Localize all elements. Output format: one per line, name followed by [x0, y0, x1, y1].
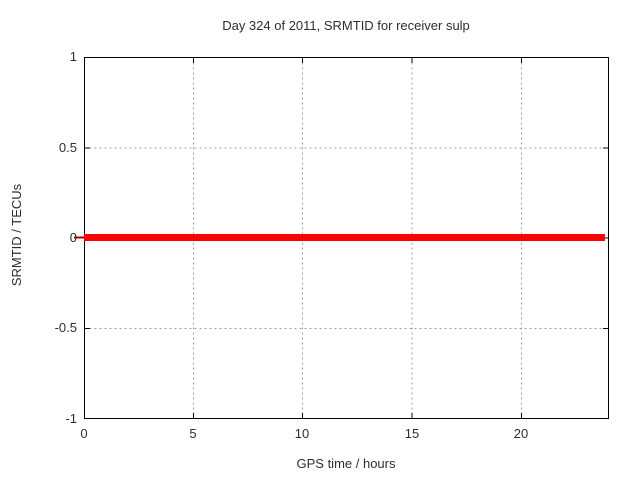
- y-tick-label-neg1: -1: [65, 411, 77, 426]
- x-axis-label: GPS time / hours: [296, 456, 396, 471]
- x-tick-label-20: 20: [513, 426, 529, 441]
- y-tick-label-neg0_5: -0.5: [54, 320, 77, 335]
- y-tick-label-0_5: 0.5: [58, 140, 77, 155]
- y-axis-label: SRMTID / TECUs: [9, 183, 24, 287]
- x-tick-label-10: 10: [294, 426, 310, 441]
- chart-title: Day 324 of 2011, SRMTID for receiver sul…: [222, 18, 470, 33]
- grid-horizontal-lines: [84, 147, 609, 329]
- x-tick-label-0: 0: [80, 426, 88, 441]
- axis-tick-marks: [84, 57, 609, 419]
- x-tick-label-5: 5: [189, 426, 197, 441]
- x-tick-label-15: 15: [404, 426, 420, 441]
- y-tick-label-0: 0: [69, 230, 77, 245]
- y-tick-label-1: 1: [69, 49, 77, 64]
